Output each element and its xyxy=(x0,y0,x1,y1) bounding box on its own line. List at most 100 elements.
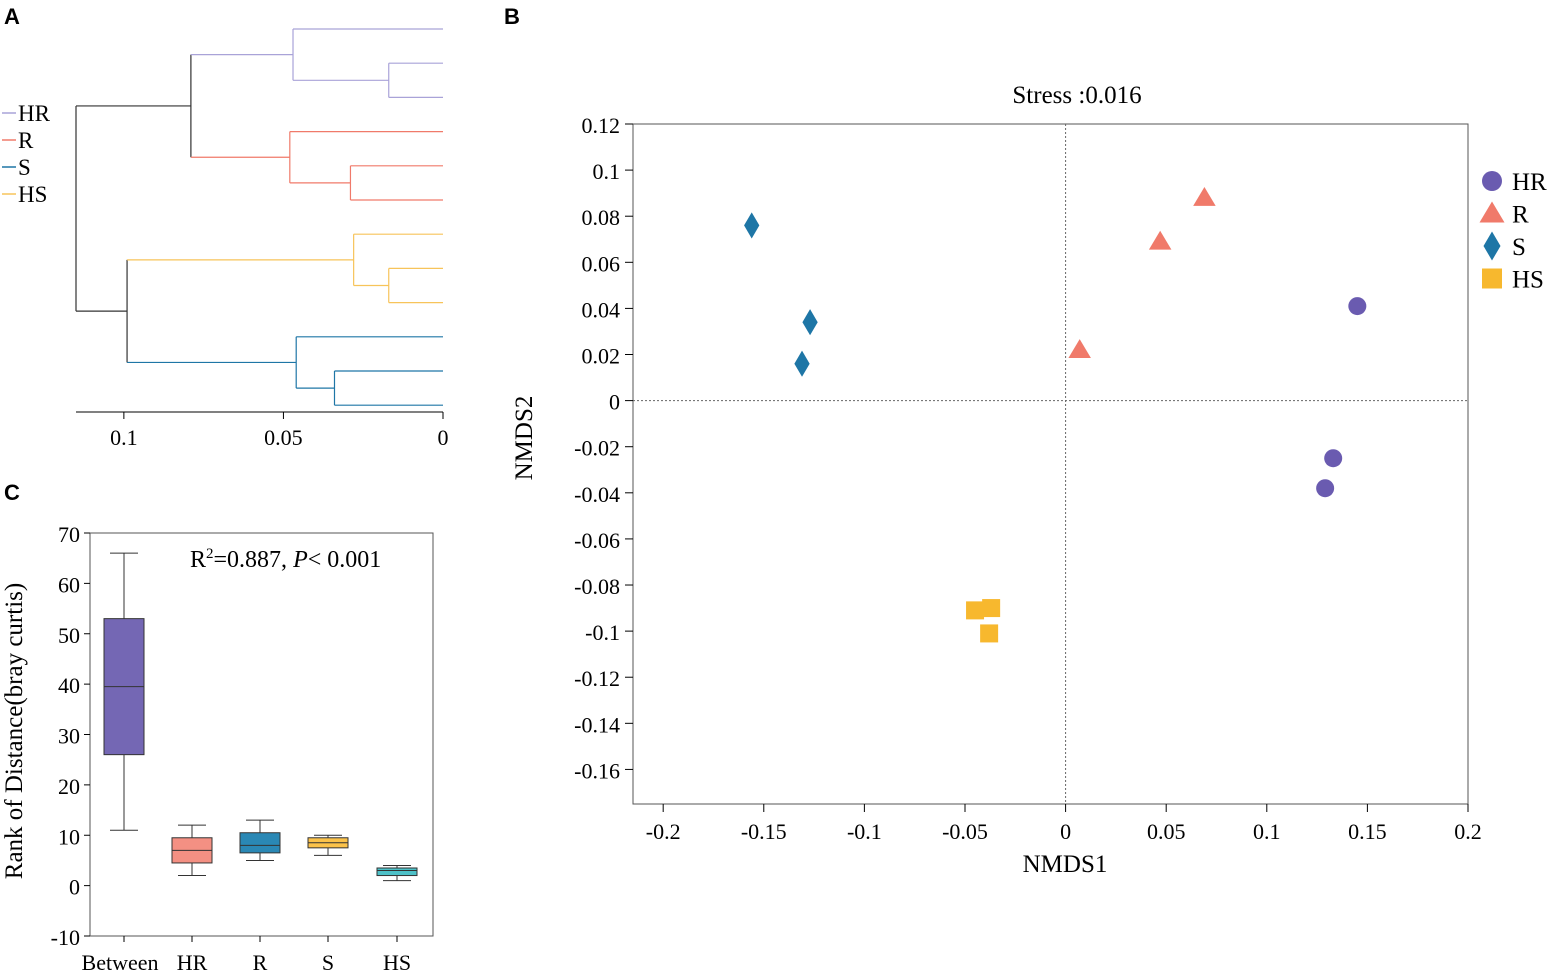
nmds-x-tick-label: 0.2 xyxy=(1454,819,1482,844)
nmds-legend-marker-hr xyxy=(1482,171,1502,191)
boxplot-y-tick-label: 60 xyxy=(58,572,80,597)
nmds-legend-marker-s xyxy=(1483,231,1501,261)
nmds-x-tick-label: 0 xyxy=(1060,819,1071,844)
panel-label-a: A xyxy=(4,4,20,29)
nmds-point-hs xyxy=(982,599,1001,618)
nmds-y-tick-label: -0.06 xyxy=(574,528,620,553)
dendrogram-tick-label: 0.1 xyxy=(110,425,138,450)
boxplot-y-label: Rank of Distance(bray curtis) xyxy=(1,583,28,879)
boxplot-annotation: R2=0.887, P< 0.001 xyxy=(190,546,381,573)
nmds-legend-label: S xyxy=(1512,234,1526,261)
nmds-x-tick-label: -0.2 xyxy=(646,819,681,844)
panel-label-b: B xyxy=(504,4,520,29)
nmds-point-r xyxy=(1193,186,1216,206)
annotation-r-sup: 2 xyxy=(206,546,214,562)
dendrogram-x-axis: 0.1 0.05 0 xyxy=(76,411,449,450)
nmds-point-r xyxy=(1148,230,1172,250)
nmds-legend-marker-hs xyxy=(1482,268,1502,289)
nmds-y-tick-label: -0.08 xyxy=(574,574,620,599)
boxplot-box-r xyxy=(239,819,281,861)
nmds-legend-label: R xyxy=(1512,202,1529,229)
nmds-x-axis: -0.2 -0.15 -0.1 -0.05 0 0.05 0.1 0.15 0.2 xyxy=(646,804,1482,844)
nmds-point-hs xyxy=(966,601,985,620)
annotation-p: P xyxy=(292,547,308,573)
nmds-x-tick-label: 0.1 xyxy=(1253,819,1281,844)
dendrogram-legend-label: HS xyxy=(18,182,47,207)
nmds-legend-label: HS xyxy=(1512,267,1544,294)
boxplot-iqr-box xyxy=(239,832,281,854)
boxplot-x-tick-label: HR xyxy=(177,950,208,972)
boxplot-x-tick-label: S xyxy=(322,950,334,972)
dendrogram-legend-label: R xyxy=(18,128,34,153)
nmds-x-tick-label: -0.15 xyxy=(741,819,787,844)
dendrogram-tick-label: 0 xyxy=(438,425,449,450)
boxplot-x-tick-label: Between xyxy=(82,950,159,972)
nmds-point-r xyxy=(1068,339,1091,358)
nmds-x-tick-label: -0.1 xyxy=(847,819,882,844)
nmds-y-tick-label: 0.1 xyxy=(593,159,621,184)
nmds-point-hr xyxy=(1316,479,1335,498)
nmds-point-s xyxy=(802,309,818,336)
nmds-x-label: NMDS1 xyxy=(1023,851,1108,878)
nmds-point-hr xyxy=(1324,449,1343,468)
annotation-r-value: =0.887, xyxy=(214,547,294,573)
boxplot-box-hs xyxy=(376,864,418,882)
nmds-y-tick-label: 0.04 xyxy=(582,297,621,322)
nmds-points xyxy=(744,186,1367,643)
dendrogram-tick-label: 0.05 xyxy=(264,425,303,450)
boxplot-x-tick-label: R xyxy=(253,950,268,972)
annotation-p-value: < 0.001 xyxy=(308,547,382,573)
nmds-reference-lines xyxy=(633,124,1468,804)
nmds-x-tick-label: 0.15 xyxy=(1348,819,1387,844)
nmds-y-tick-label: -0.02 xyxy=(574,436,620,461)
nmds-y-tick-label: -0.1 xyxy=(585,620,620,645)
boxplot-y-tick-label: 30 xyxy=(58,724,80,749)
panel-label-c: C xyxy=(4,480,20,505)
nmds-x-tick-label: -0.05 xyxy=(942,819,988,844)
annotation-r: R xyxy=(190,547,206,573)
boxplot-y-tick-label: 50 xyxy=(58,623,80,648)
boxplot-box-between xyxy=(103,552,145,831)
nmds-point-hr xyxy=(1348,297,1367,316)
boxplot-iqr-box xyxy=(376,867,418,877)
nmds-point-s xyxy=(744,212,760,239)
nmds-y-tick-label: 0.08 xyxy=(582,205,621,230)
dendrogram-tree xyxy=(75,28,443,406)
nmds-stress-title: Stress :0.016 xyxy=(1012,82,1141,109)
nmds-x-tick-label: 0.05 xyxy=(1147,819,1186,844)
nmds-y-tick-label: 0 xyxy=(609,390,620,415)
boxplot-y-tick-label: -10 xyxy=(51,925,80,950)
nmds-y-tick-label: -0.16 xyxy=(574,758,620,783)
dendrogram-legend-label: HR xyxy=(18,101,51,126)
nmds-panel: Stress :0.016 -0.2 -0.15 -0.1 -0.05 0 0.05 0.1… xyxy=(511,82,1547,878)
nmds-y-tick-label: -0.04 xyxy=(574,482,620,507)
boxplot-box-hr xyxy=(171,824,213,877)
boxplot-x-tick-label: HS xyxy=(383,950,411,972)
boxplot-box-s xyxy=(307,834,349,856)
nmds-y-label: NMDS2 xyxy=(511,396,538,481)
boxplot-boxes xyxy=(103,552,418,882)
boxplot-y-axis: -10 0 10 20 30 40 50 60 70 xyxy=(51,522,90,950)
boxplot-y-tick-label: 40 xyxy=(58,673,80,698)
boxplot-y-tick-label: 70 xyxy=(58,522,80,547)
nmds-y-tick-label: -0.12 xyxy=(574,666,620,691)
nmds-y-axis: 0.12 0.1 0.08 0.06 0.04 0.02 0 -0.02 -0.04 -0.06 -… xyxy=(574,113,633,783)
dendrogram-legend-label: S xyxy=(18,155,31,180)
nmds-y-tick-label: 0.02 xyxy=(582,344,621,369)
nmds-y-tick-label: 0.12 xyxy=(582,113,621,138)
nmds-point-hs xyxy=(980,624,999,643)
boxplot-y-tick-label: 0 xyxy=(69,875,80,900)
nmds-legend-label: HR xyxy=(1512,169,1547,196)
boxplot-y-tick-label: 20 xyxy=(58,774,80,799)
boxplot-y-tick-label: 10 xyxy=(58,824,80,849)
nmds-legend-marker-r xyxy=(1479,201,1505,223)
nmds-y-tick-label: -0.14 xyxy=(574,712,620,737)
nmds-y-tick-label: 0.06 xyxy=(582,251,621,276)
boxplot-x-axis: Between HR R S HS xyxy=(82,936,411,972)
nmds-legend: HR RS HS xyxy=(1479,169,1547,294)
nmds-frame xyxy=(632,123,1469,805)
